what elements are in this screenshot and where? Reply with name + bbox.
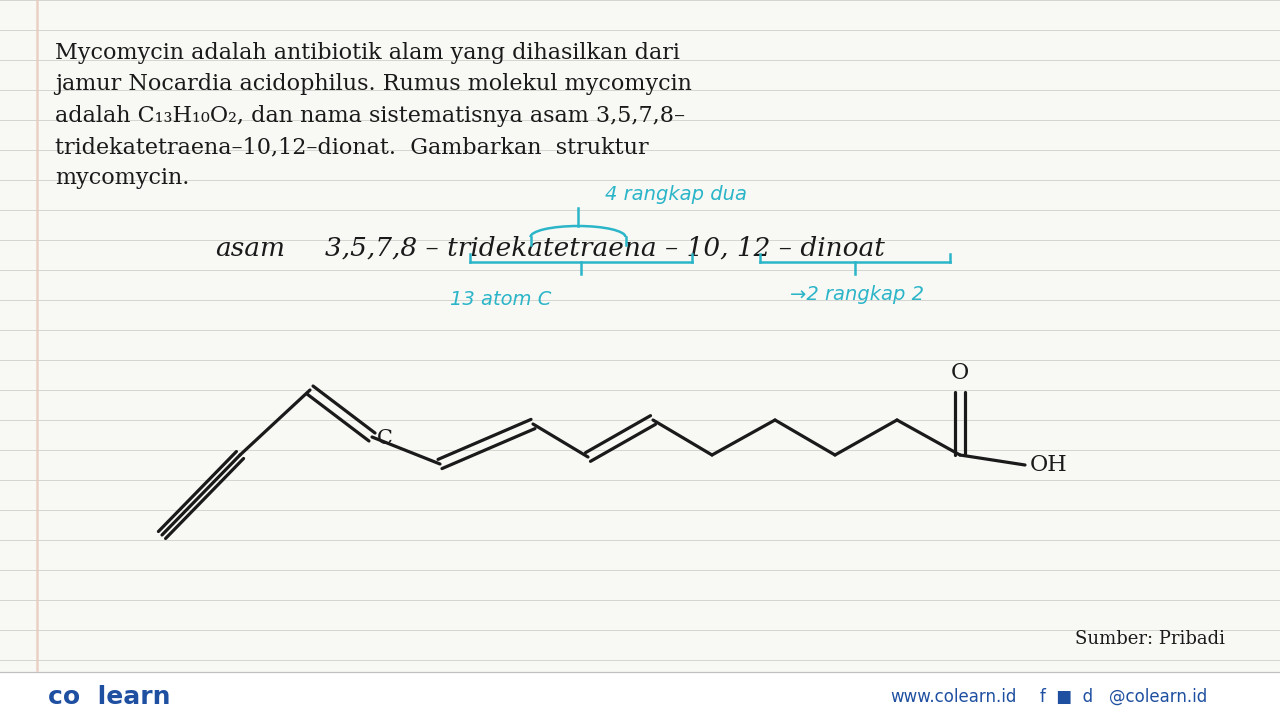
Text: www.colearn.id: www.colearn.id [890,688,1016,706]
Text: f  ■  d   @colearn.id: f ■ d @colearn.id [1039,688,1207,706]
Bar [0,672,1280,720]
Text: asam: asam [215,235,285,261]
Text: →2 rangkap 2: →2 rangkap 2 [790,285,924,304]
Text: C: C [378,428,393,448]
Text: 4 rangkap dua: 4 rangkap dua [605,185,748,204]
Text: OH: OH [1030,454,1068,476]
Text: co  learn: co learn [49,685,170,709]
Text: 3,5,7,8 – tridekatetraena – 10, 12 – dinoat: 3,5,7,8 – tridekatetraena – 10, 12 – din… [325,235,884,261]
Text: O: O [951,362,969,384]
Text: 13 atom C: 13 atom C [451,290,552,309]
Text: Sumber: Pribadi: Sumber: Pribadi [1075,630,1225,648]
Text: Mycomycin adalah antibiotik alam yang dihasilkan dari
jamur Nocardia acidophilus: Mycomycin adalah antibiotik alam yang di… [55,42,692,189]
